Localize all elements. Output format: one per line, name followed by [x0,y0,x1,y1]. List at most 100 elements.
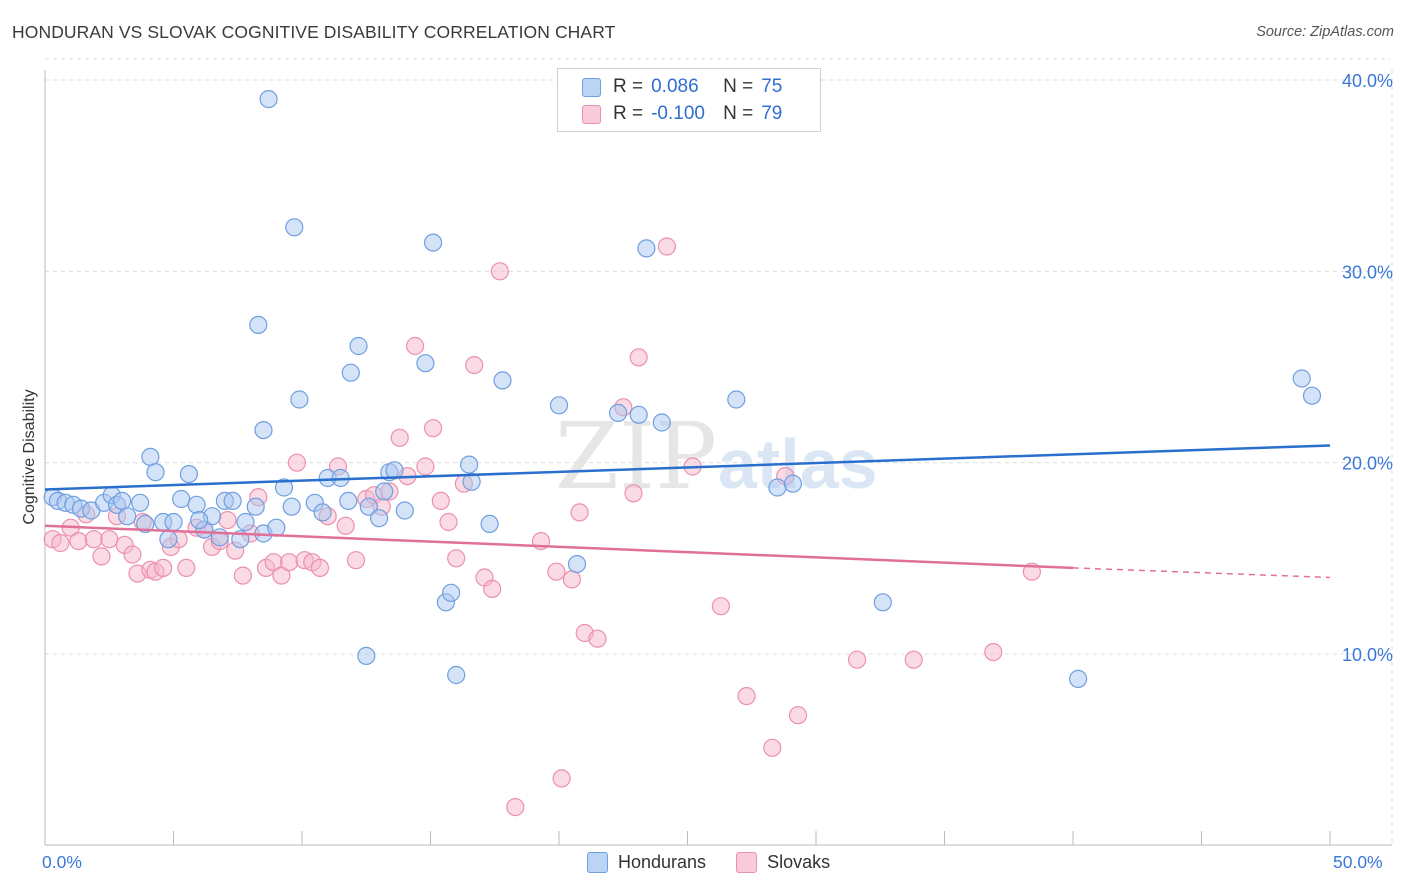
hondurans-point [395,501,414,520]
slovaks-point [490,262,509,281]
slovaks-point [69,531,88,551]
hondurans-point [783,474,803,493]
y-tick-label: 40.0% [1342,71,1393,91]
slovaks-point [123,545,142,564]
n-value: 79 [761,103,783,124]
slovaks-point [570,503,589,522]
r-label: R = [613,103,644,124]
hondurans-point [190,510,209,530]
y-axis-label: Cognitive Disability [21,389,38,525]
slovaks-point [763,738,782,757]
slovaks-point [51,533,70,553]
hondurans-point [442,583,461,602]
hondurans-point [637,239,656,258]
slovaks-point [788,706,808,725]
hondurans-point [549,396,569,415]
x-min-label: 0.0% [42,852,82,872]
hondurans-point [164,512,183,532]
hondurans-point [1302,386,1322,405]
hondurans-point [313,503,332,522]
slovaks-point [847,650,867,669]
hondurans-trendline [44,444,1331,491]
hondurans-point [223,491,242,510]
slovaks-point [272,566,291,585]
hondurans-point [567,554,587,574]
hondurans-point [290,390,309,409]
slovaks-point [711,597,731,616]
hondurans-point [385,461,404,480]
legend-row-hondurans: R = 0.086 N = 75 [582,75,782,99]
hondurans-point [282,497,301,516]
hondurans-point [159,530,178,549]
slovaks-point [552,769,571,788]
hondurans-point [873,593,892,612]
hondurans-point [460,455,479,474]
slovaks-point [177,558,196,578]
slovaks-point [904,650,923,669]
slovaks-point [506,797,525,817]
slovaks-point [336,516,355,535]
slovaks-point [562,570,582,589]
hondurans-point [141,447,160,466]
slovaks-point [624,484,643,503]
hondurans-points [43,89,1322,689]
legend-label-hondurans: Hondurans [618,852,707,872]
hondurans-point [187,495,206,514]
hondurans-point [131,493,150,512]
hondurans-point [375,482,394,501]
slovaks-point [346,551,366,570]
hondurans-point [480,514,499,534]
slovaks-point [92,547,111,566]
hondurans-point [608,403,628,422]
slovaks-point [737,686,756,706]
slovaks-point [424,419,443,438]
slovaks-point [233,566,252,585]
legend-item-slovaks[interactable]: Slovaks [736,852,830,873]
slovaks-point [84,530,103,549]
slovaks-trendline-extension [1072,567,1331,579]
source-label: Source: ZipAtlas.com [1256,24,1394,40]
series-legend: Hondurans Slovaks [587,852,860,873]
hondurans-point [339,491,358,510]
hondurans-point [274,478,294,497]
n-label: N = [723,103,754,124]
hondurans-point [259,89,278,109]
hondurans-point [285,218,304,237]
slovaks-point [310,558,330,578]
hondurans-point [267,518,286,537]
y-tick-label: 20.0% [1342,454,1393,474]
hondurans-point [447,665,466,685]
hondurans-point [112,491,132,510]
hondurans-swatch [582,77,601,97]
slovaks-point [629,348,648,367]
r-value: 0.086 [651,76,699,97]
y-tick-label: 30.0% [1342,262,1393,282]
slovaks-point [465,356,484,375]
watermark: ZIP atlas [555,403,878,510]
slovaks-point [439,512,458,532]
hondurans-point [136,514,155,534]
hondurans-point [462,472,481,491]
slovaks-point [588,629,607,648]
r-value: -0.100 [651,103,705,124]
hondurans-point [236,512,255,532]
y-tick-label: 10.0% [1342,645,1393,665]
slovaks-point [483,579,502,599]
legend-label-slovaks: Slovaks [767,852,831,872]
hondurans-point [1292,369,1311,388]
legend-item-hondurans[interactable]: Hondurans [587,852,706,873]
slovaks-trendline [44,524,1074,570]
correlation-legend: R = 0.086 N = 75 R = -0.100 N = 79 [557,68,821,132]
hondurans-point [357,646,376,666]
slovaks-point [657,237,677,256]
hondurans-point [652,413,671,432]
slovaks-point [287,453,306,472]
hondurans-point [1068,669,1088,689]
slovaks-point [390,428,409,447]
r-label: R = [613,76,644,97]
hondurans-point [172,489,191,509]
hondurans-point [370,509,389,528]
trendlines [44,444,1331,579]
hondurans-point [179,465,198,484]
